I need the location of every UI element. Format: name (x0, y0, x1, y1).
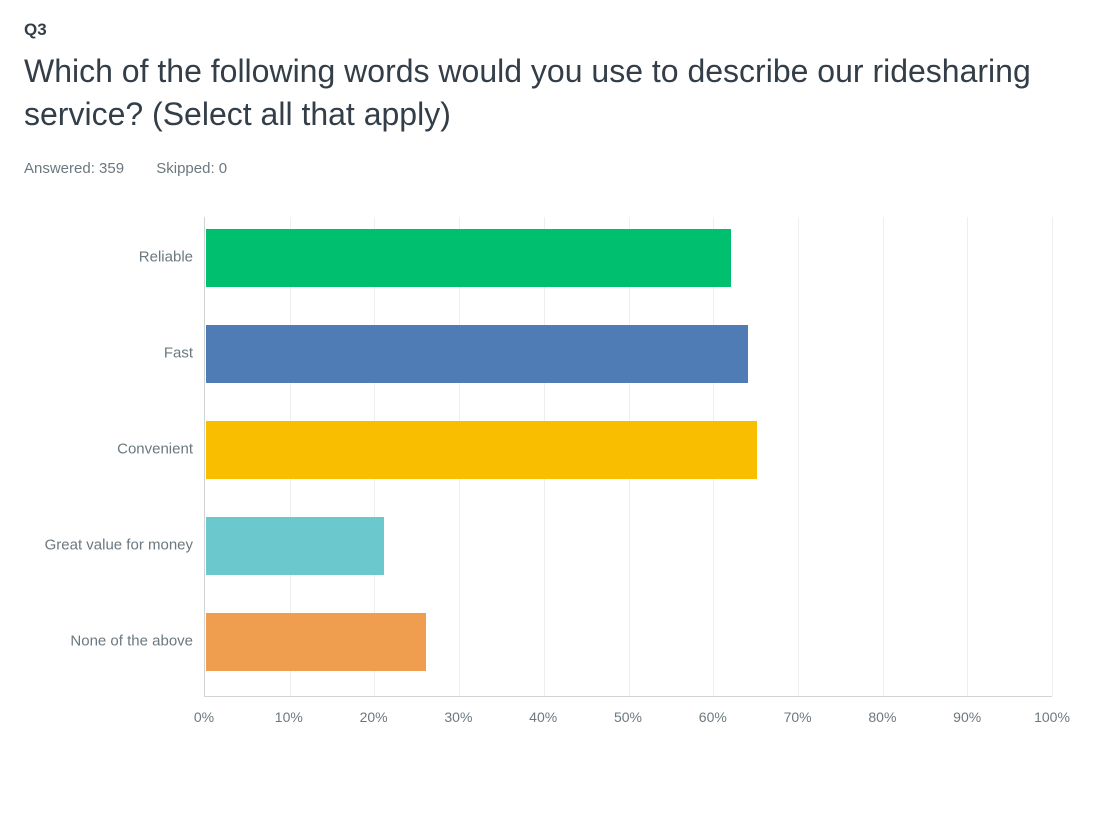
category-label: Fast (35, 345, 205, 364)
category-label: Great value for money (35, 537, 205, 556)
bar-row: Convenient (205, 421, 1052, 479)
answered-stat: Answered: 359 (24, 160, 128, 177)
answered-value: 359 (99, 160, 124, 177)
plot-area: Reliable Fast Convenient Great value for mo… (204, 217, 1052, 697)
skipped-label: Skipped: (156, 160, 214, 177)
question-number: Q3 (24, 20, 1092, 40)
question-title: Which of the following words would you u… (24, 50, 1092, 136)
bar-row: Reliable (205, 229, 1052, 287)
bar-row: Great value for money (205, 517, 1052, 575)
x-tick-label: 20% (360, 709, 388, 725)
answered-label: Answered: (24, 160, 95, 177)
x-tick-label: 90% (953, 709, 981, 725)
x-tick-label: 70% (784, 709, 812, 725)
category-label: Convenient (35, 441, 205, 460)
bar (206, 421, 757, 479)
bar (206, 613, 426, 671)
bar-row: None of the above (205, 613, 1052, 671)
x-tick-label: 0% (194, 709, 214, 725)
bar (206, 517, 384, 575)
bar (206, 229, 731, 287)
x-tick-label: 80% (868, 709, 896, 725)
bar (206, 325, 748, 383)
skipped-value: 0 (219, 160, 227, 177)
chart-gridline (1052, 217, 1053, 696)
x-tick-label: 40% (529, 709, 557, 725)
x-tick-label: 60% (699, 709, 727, 725)
bar-row: Fast (205, 325, 1052, 383)
bar-chart: Reliable Fast Convenient Great value for mo… (204, 217, 1052, 737)
stats-row: Answered: 359 Skipped: 0 (24, 160, 1092, 177)
category-label: Reliable (35, 249, 205, 268)
skipped-stat: Skipped: 0 (156, 160, 227, 177)
x-tick-label: 100% (1034, 709, 1070, 725)
x-tick-label: 10% (275, 709, 303, 725)
category-label: None of the above (35, 633, 205, 652)
x-tick-label: 50% (614, 709, 642, 725)
x-tick-label: 30% (444, 709, 472, 725)
